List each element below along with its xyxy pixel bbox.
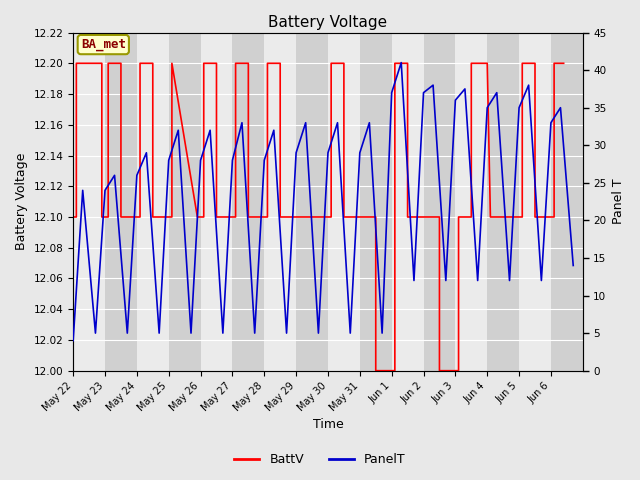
X-axis label: Time: Time — [312, 419, 343, 432]
Bar — [105, 33, 137, 371]
Bar — [519, 33, 551, 371]
Bar — [232, 33, 264, 371]
Y-axis label: Battery Voltage: Battery Voltage — [15, 153, 28, 250]
Bar — [360, 33, 392, 371]
Bar — [456, 33, 487, 371]
Text: BA_met: BA_met — [81, 38, 126, 51]
Bar — [200, 33, 232, 371]
Bar — [392, 33, 424, 371]
Bar — [487, 33, 519, 371]
Bar — [551, 33, 583, 371]
Bar — [73, 33, 105, 371]
Y-axis label: Panel T: Panel T — [612, 179, 625, 225]
Bar — [169, 33, 200, 371]
Bar — [137, 33, 169, 371]
Title: Battery Voltage: Battery Voltage — [268, 15, 388, 30]
Bar — [328, 33, 360, 371]
Bar — [424, 33, 456, 371]
Bar — [264, 33, 296, 371]
Legend: BattV, PanelT: BattV, PanelT — [229, 448, 411, 471]
Bar — [296, 33, 328, 371]
